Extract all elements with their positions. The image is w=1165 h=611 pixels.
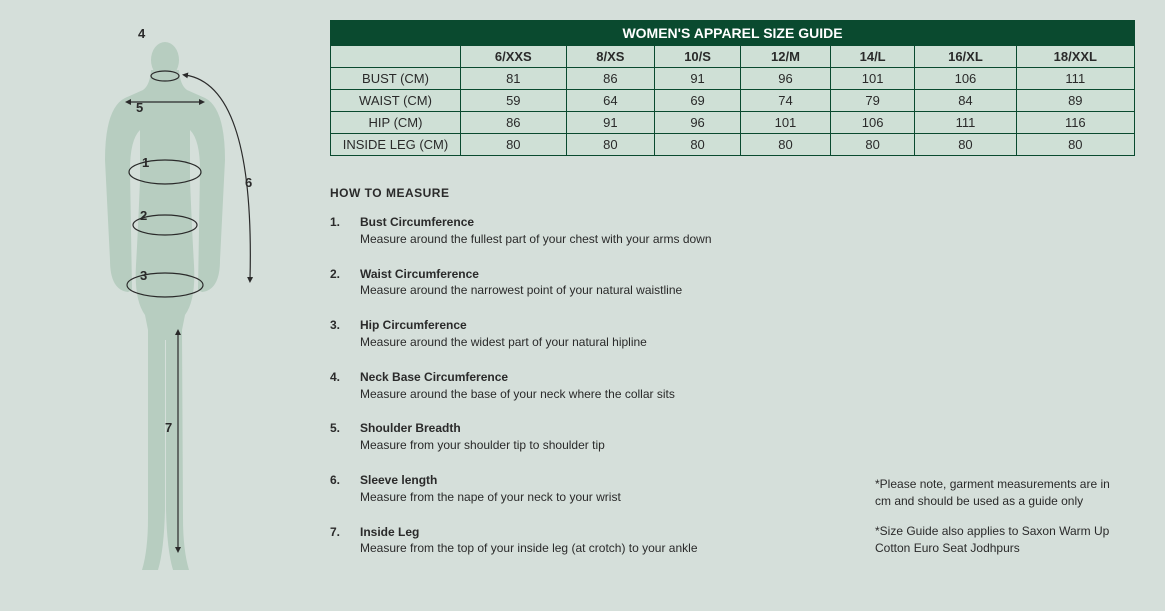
measure-num: 4.: [330, 369, 360, 403]
cell: 111: [1016, 68, 1134, 90]
measure-title: Bust Circumference: [360, 214, 1135, 231]
table-row: HIP (CM) 86 91 96 101 106 111 116: [331, 112, 1135, 134]
cell: 64: [566, 90, 655, 112]
anno-6: 6: [245, 175, 252, 190]
col-h: 6/XXS: [461, 46, 567, 68]
table-title: WOMEN'S APPAREL SIZE GUIDE: [331, 21, 1135, 46]
cell: 96: [655, 112, 741, 134]
col-h: 10/S: [655, 46, 741, 68]
col-h: 8/XS: [566, 46, 655, 68]
cell: 80: [461, 134, 567, 156]
measure-num: 2.: [330, 266, 360, 300]
how-to-heading: HOW TO MEASURE: [330, 186, 1135, 200]
anno-2: 2: [140, 208, 147, 223]
cell: 84: [915, 90, 1016, 112]
cell: 59: [461, 90, 567, 112]
measure-title: Hip Circumference: [360, 317, 1135, 334]
measure-desc: Measure around the narrowest point of yo…: [360, 282, 1135, 299]
row-label: HIP (CM): [331, 112, 461, 134]
table-row: INSIDE LEG (CM) 80 80 80 80 80 80 80: [331, 134, 1135, 156]
measure-desc: Measure around the fullest part of your …: [360, 231, 1135, 248]
cell: 80: [740, 134, 830, 156]
cell: 81: [461, 68, 567, 90]
body-silhouette: [50, 30, 280, 590]
anno-7: 7: [165, 420, 172, 435]
col-h: 12/M: [740, 46, 830, 68]
cell: 79: [830, 90, 914, 112]
measure-title: Shoulder Breadth: [360, 420, 1135, 437]
cell: 80: [655, 134, 741, 156]
anno-1: 1: [142, 155, 149, 170]
col-h: 14/L: [830, 46, 914, 68]
cell: 106: [915, 68, 1016, 90]
measure-title: Neck Base Circumference: [360, 369, 1135, 386]
measure-title: Waist Circumference: [360, 266, 1135, 283]
cell: 96: [740, 68, 830, 90]
measure-item: 5. Shoulder Breadth Measure from your sh…: [330, 420, 1135, 454]
measure-num: 6.: [330, 472, 360, 506]
table-row: BUST (CM) 81 86 91 96 101 106 111: [331, 68, 1135, 90]
col-h: 18/XXL: [1016, 46, 1134, 68]
cell: 111: [915, 112, 1016, 134]
size-guide-table: WOMEN'S APPAREL SIZE GUIDE 6/XXS 8/XS 10…: [330, 20, 1135, 156]
figure-column: 4 5 1 2 3 6 7: [30, 20, 300, 590]
cell: 74: [740, 90, 830, 112]
table-row: WAIST (CM) 59 64 69 74 79 84 89: [331, 90, 1135, 112]
row-label: BUST (CM): [331, 68, 461, 90]
measure-num: 1.: [330, 214, 360, 248]
anno-3: 3: [140, 268, 147, 283]
cell: 101: [830, 68, 914, 90]
measure-item: 3. Hip Circumference Measure around the …: [330, 317, 1135, 351]
cell: 91: [655, 68, 741, 90]
cell: 101: [740, 112, 830, 134]
measure-num: 5.: [330, 420, 360, 454]
anno-4: 4: [138, 26, 145, 41]
cell: 80: [830, 134, 914, 156]
measure-item: 1. Bust Circumference Measure around the…: [330, 214, 1135, 248]
cell: 106: [830, 112, 914, 134]
row-label: INSIDE LEG (CM): [331, 134, 461, 156]
row-label: WAIST (CM): [331, 90, 461, 112]
footnote: *Size Guide also applies to Saxon Warm U…: [875, 523, 1125, 557]
cell: 86: [566, 68, 655, 90]
cell: 80: [566, 134, 655, 156]
measure-desc: Measure around the base of your neck whe…: [360, 386, 1135, 403]
measure-item: 4. Neck Base Circumference Measure aroun…: [330, 369, 1135, 403]
blank-header: [331, 46, 461, 68]
measure-num: 7.: [330, 524, 360, 558]
measure-item: 2. Waist Circumference Measure around th…: [330, 266, 1135, 300]
footnotes: *Please note, garment measurements are i…: [875, 476, 1125, 571]
cell: 89: [1016, 90, 1134, 112]
col-h: 16/XL: [915, 46, 1016, 68]
measure-desc: Measure from your shoulder tip to should…: [360, 437, 1135, 454]
cell: 80: [915, 134, 1016, 156]
anno-5: 5: [136, 100, 143, 115]
footnote: *Please note, garment measurements are i…: [875, 476, 1125, 510]
measure-desc: Measure around the widest part of your n…: [360, 334, 1135, 351]
table-header-row: 6/XXS 8/XS 10/S 12/M 14/L 16/XL 18/XXL: [331, 46, 1135, 68]
cell: 80: [1016, 134, 1134, 156]
cell: 86: [461, 112, 567, 134]
cell: 69: [655, 90, 741, 112]
cell: 91: [566, 112, 655, 134]
cell: 116: [1016, 112, 1134, 134]
measure-num: 3.: [330, 317, 360, 351]
